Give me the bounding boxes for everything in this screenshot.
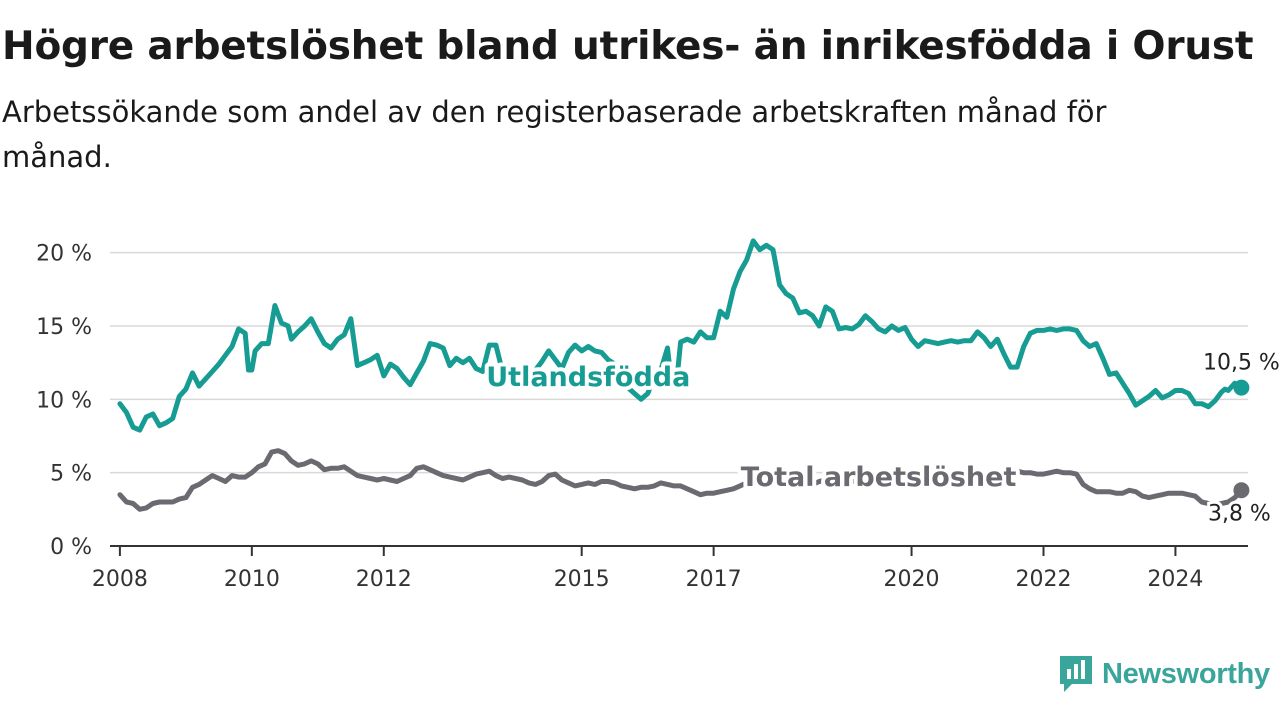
y-axis-ticks: 0 % 5 % 10 % 15 % 20 % [36, 242, 92, 560]
y-tick-label: 20 % [36, 242, 92, 267]
x-tick-label: 2008 [92, 567, 148, 592]
x-axis: 2008 2010 2012 2015 2017 2020 2022 2024 [92, 545, 1248, 592]
line-chart: 0 %5 %10 %15 %20 % 2008 2010 2012 2015 2017 2… [36, 238, 1280, 592]
x-tick-label: 2020 [884, 567, 940, 592]
series-end-point [1233, 482, 1250, 499]
series-line-utlandsfodda [117, 238, 1244, 433]
brand: Newsworthy [1058, 652, 1270, 696]
end-value-label: 3,8 % [1208, 501, 1271, 526]
y-tick-label: 5 % [50, 462, 92, 487]
series-label: Total arbetslöshet [741, 462, 1017, 493]
series-labels: Utlandsfödda Total arbetslöshet 10,5 % 3,8 … [482, 348, 1280, 530]
page-subtitle: Arbetssökande som andel av den registerb… [2, 95, 1107, 174]
x-tick-label: 2015 [554, 567, 610, 592]
x-tick-label: 2012 [356, 567, 412, 592]
x-tick-label: 2017 [686, 567, 742, 592]
y-tick-label: 15 % [36, 315, 92, 340]
series-label: Utlandsfödda [486, 362, 690, 393]
y-tick-label: 0 % [50, 535, 92, 560]
series-line-total [117, 448, 1244, 512]
x-tick-label: 2024 [1147, 567, 1203, 592]
end-value-label: 10,5 % [1203, 351, 1280, 376]
newsworthy-logo-icon [1060, 656, 1092, 692]
x-tick-label: 2010 [224, 567, 280, 592]
page-title: Högre arbetslöshet bland utrikes- än inr… [2, 24, 1254, 69]
series-end-point [1233, 379, 1250, 396]
series-lines [117, 238, 1250, 512]
x-tick-label: 2022 [1015, 567, 1071, 592]
brand-name: Newsworthy [1102, 657, 1270, 690]
y-tick-label: 10 % [36, 388, 92, 413]
